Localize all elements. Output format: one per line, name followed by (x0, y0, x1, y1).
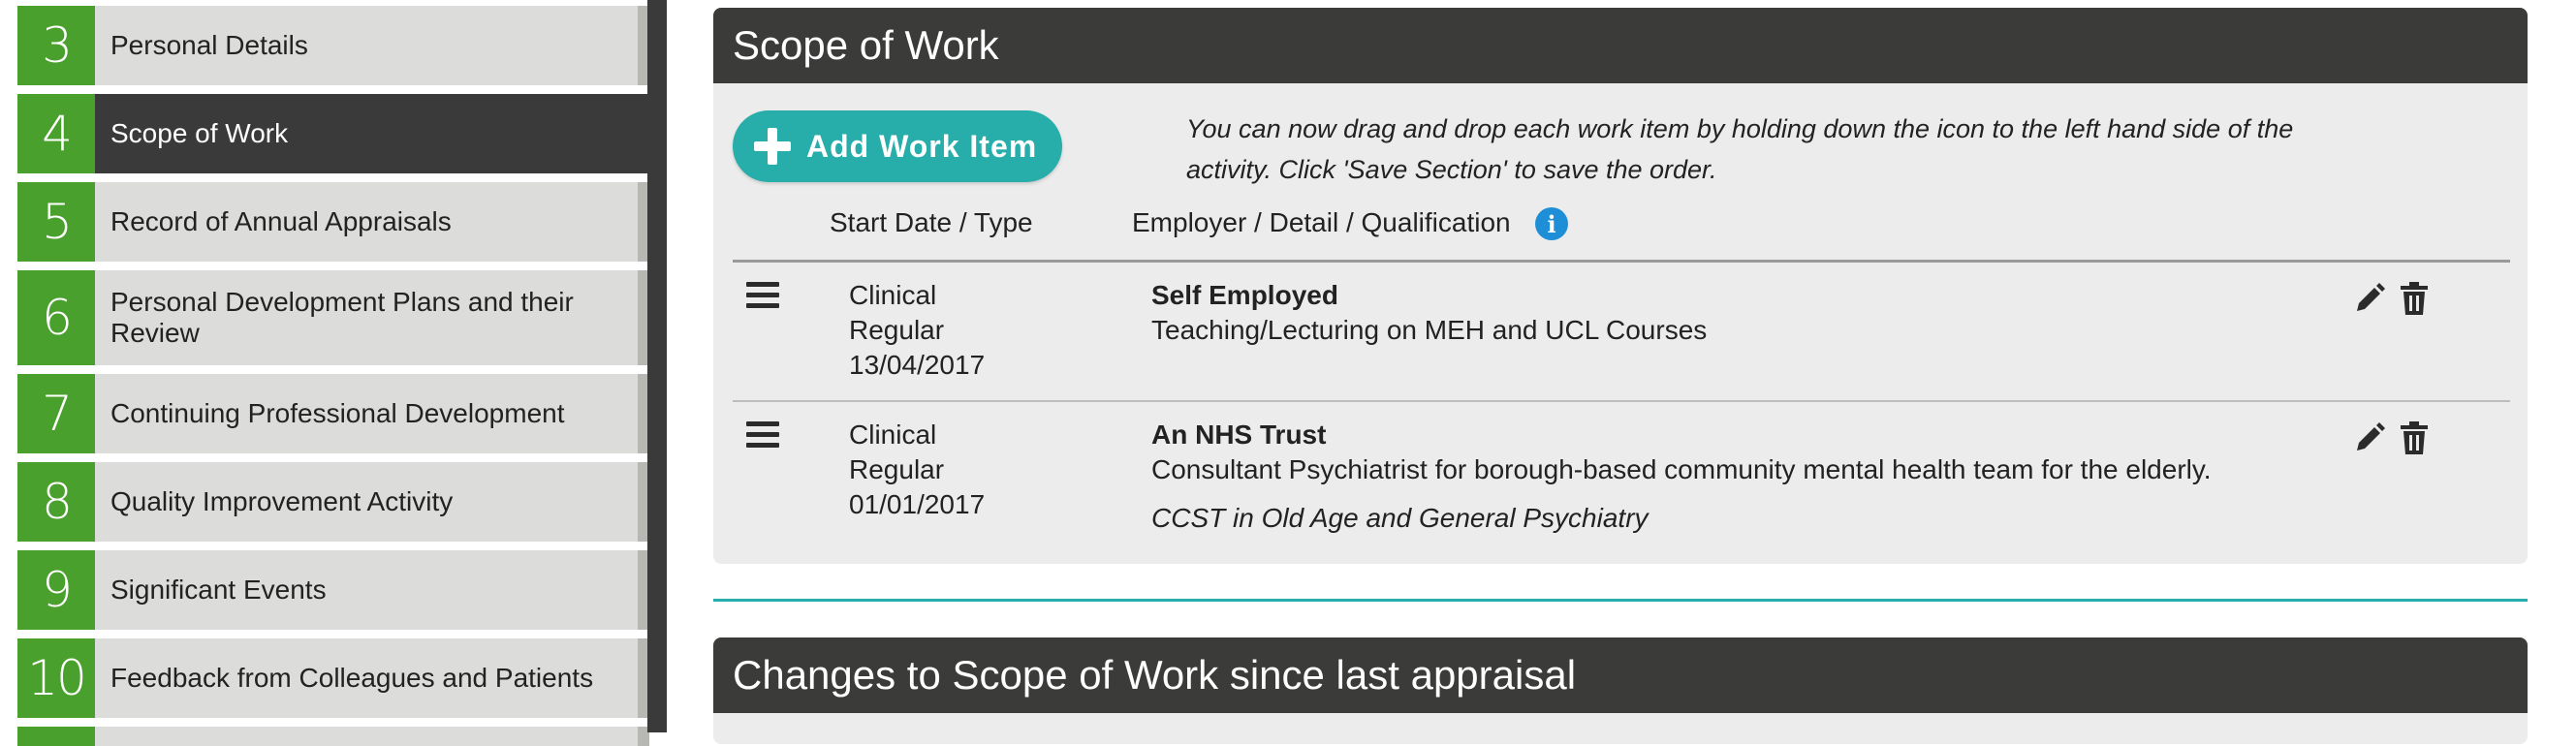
info-icon[interactable]: i (1535, 207, 1568, 240)
column-header-start-date-type: Start Date / Type (830, 207, 1033, 237)
work-item-type: Clinical Regular 13/04/2017 (849, 278, 985, 383)
table-header-divider (733, 260, 2510, 263)
sidebar-item-label: Significant Events (95, 550, 649, 630)
drag-drop-hint: You can now drag and drop each work item… (1186, 114, 2294, 184)
work-item-detail: Self Employed Teaching/Lecturing on MEH … (1151, 278, 2363, 348)
sidebar-item-label: Scope of Work (95, 94, 649, 173)
work-item-category: Clinical (849, 280, 937, 310)
column-header-employer-detail: Employer / Detail / Qualification (1132, 207, 1511, 237)
sidebar-item-personal-details[interactable]: 3 Personal Details (17, 6, 649, 85)
sidebar-item-number: 6 (17, 270, 95, 365)
trash-icon[interactable] (2400, 421, 2429, 459)
pencil-icon[interactable] (2353, 421, 2386, 459)
work-item-start-date: 01/01/2017 (849, 489, 986, 519)
sidebar-item-number: 7 (17, 374, 95, 453)
work-item-detail: An NHS Trust Consultant Psychiatrist for… (1151, 418, 2363, 536)
panel-title: Changes to Scope of Work since last appr… (713, 637, 2528, 713)
work-item-employer: Self Employed (1151, 280, 1338, 310)
drag-handle-icon[interactable] (746, 282, 779, 309)
sidebar-item-next[interactable] (17, 727, 649, 746)
work-item-description: Teaching/Lecturing on MEH and UCL Course… (1151, 315, 1708, 345)
sidebar-item-cpd[interactable]: 7 Continuing Professional Development (17, 374, 649, 453)
sidebar-item-number: 10 (17, 638, 95, 718)
sidebar-item-personal-development-plans[interactable]: 6 Personal Development Plans and their R… (17, 270, 649, 365)
sidebar-item-label: Continuing Professional Development (95, 374, 649, 453)
add-work-item-label: Add Work Item (806, 128, 1038, 164)
work-item-description: Consultant Psychiatrist for borough-base… (1151, 454, 2212, 484)
pencil-icon[interactable] (2353, 282, 2386, 320)
plus-icon (754, 128, 791, 165)
sidebar-item-label (95, 727, 649, 746)
sidebar-item-label: Record of Annual Appraisals (95, 182, 649, 262)
sidebar-item-number: 9 (17, 550, 95, 630)
work-item-row: Clinical Regular 01/01/2017 An NHS Trust… (733, 402, 2510, 557)
work-item-row: Clinical Regular 13/04/2017 Self Employe… (733, 263, 2510, 398)
sidebar-item-feedback[interactable]: 10 Feedback from Colleagues and Patients (17, 638, 649, 718)
sidebar-nav: 3 Personal Details 4 Scope of Work 5 Rec… (0, 0, 649, 746)
add-work-item-button[interactable]: Add Work Item (733, 110, 1062, 182)
work-item-category: Clinical (849, 420, 937, 450)
sidebar-item-number: 4 (17, 94, 95, 173)
sidebar-item-scope-of-work[interactable]: 4 Scope of Work (17, 94, 649, 173)
work-item-start-date: 13/04/2017 (849, 350, 986, 380)
sidebar-item-number: 8 (17, 462, 95, 542)
sidebar-item-significant-events[interactable]: 9 Significant Events (17, 550, 649, 630)
work-item-frequency: Regular (849, 454, 945, 484)
trash-icon[interactable] (2400, 282, 2429, 320)
scope-of-work-panel: Scope of Work Add Work Item You can now … (713, 8, 2528, 564)
sidebar-item-number: 5 (17, 182, 95, 262)
work-item-qualification: CCST in Old Age and General Psychiatry (1151, 503, 1649, 533)
work-item-frequency: Regular (849, 315, 945, 345)
drag-handle-icon[interactable] (746, 421, 779, 449)
work-item-employer: An NHS Trust (1151, 420, 1327, 450)
work-item-type: Clinical Regular 01/01/2017 (849, 418, 985, 522)
panel-title: Scope of Work (713, 8, 2528, 83)
sidebar-item-quality-improvement[interactable]: 8 Quality Improvement Activity (17, 462, 649, 542)
sidebar-item-number: 3 (17, 6, 95, 85)
row-divider (733, 400, 2510, 402)
section-divider (713, 599, 2528, 602)
sidebar-item-label: Quality Improvement Activity (95, 462, 649, 542)
sidebar-item-label: Personal Details (95, 6, 649, 85)
changes-scope-panel: Changes to Scope of Work since last appr… (713, 637, 2528, 744)
sidebar-item-annual-appraisals[interactable]: 5 Record of Annual Appraisals (17, 182, 649, 262)
sidebar-scroll-track[interactable] (647, 0, 667, 732)
sidebar-item-label: Personal Development Plans and their Rev… (95, 270, 649, 365)
sidebar-item-label: Feedback from Colleagues and Patients (95, 638, 649, 718)
sidebar-item-number (17, 727, 95, 746)
